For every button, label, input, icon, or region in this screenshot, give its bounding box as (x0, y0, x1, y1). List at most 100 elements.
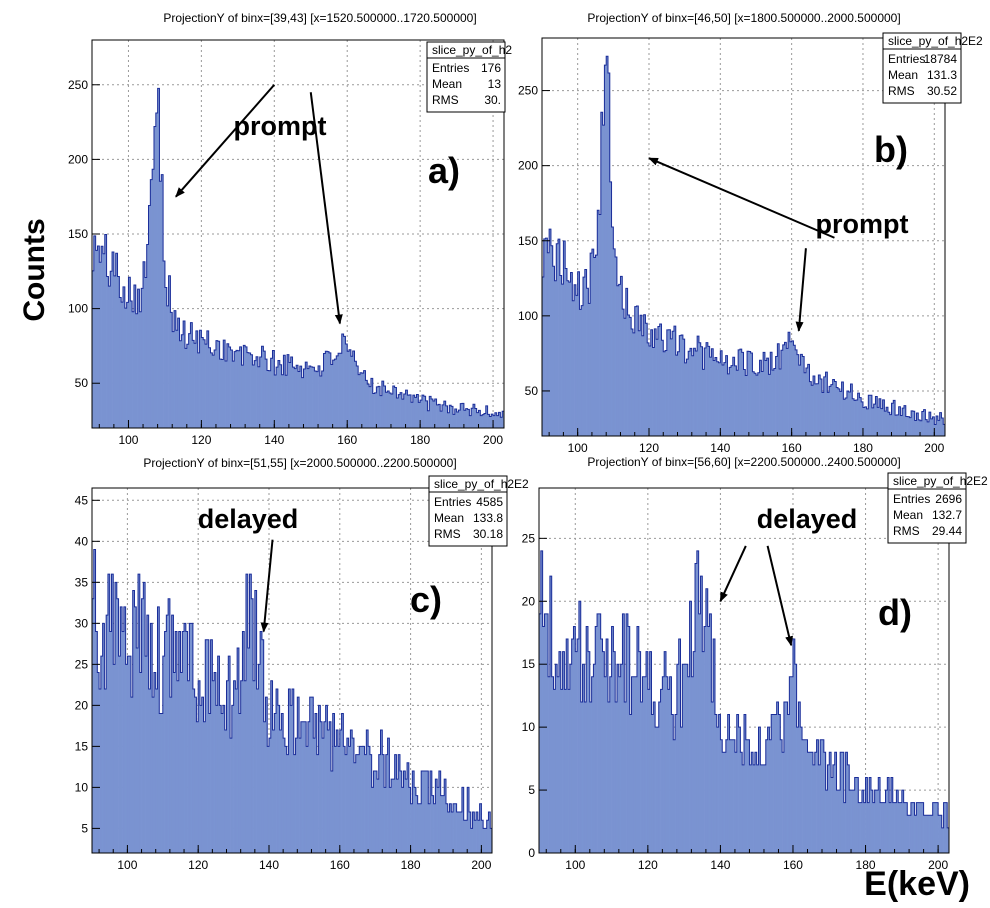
histogram-bin (617, 664, 620, 853)
histogram-bin (350, 729, 353, 853)
histogram-bin (736, 370, 739, 436)
histogram-bin (313, 738, 316, 853)
histogram-bin (627, 315, 630, 436)
histogram-bin (676, 664, 680, 853)
histogram-bin (919, 802, 923, 853)
histogram-bin (92, 270, 95, 428)
histogram-bin (398, 394, 401, 428)
histogram-bin (336, 355, 339, 428)
x-tick-label: 160 (330, 858, 350, 872)
y-tick-label: 100 (518, 309, 538, 323)
histogram-bin (109, 631, 112, 853)
histogram-bin (175, 330, 179, 428)
histogram-bin (709, 613, 712, 853)
histogram-bin (382, 754, 385, 853)
histogram-bin (389, 392, 392, 428)
histogram-bin (277, 705, 280, 853)
histogram-bin (221, 713, 224, 853)
histogram-bin (669, 676, 672, 853)
histogram-bin (834, 381, 837, 436)
histogram-bin (870, 790, 874, 853)
histogram-bin (631, 329, 634, 436)
histogram-bin (118, 656, 121, 853)
y-tick-label: 50 (75, 376, 89, 390)
histogram-bin (656, 727, 660, 853)
histogram-bin (334, 746, 337, 853)
histogram-bin (99, 262, 102, 428)
histogram-bin (181, 334, 184, 428)
histogram-bin (816, 383, 819, 436)
histogram-bin (456, 811, 459, 853)
histogram-bin (92, 598, 95, 853)
histogram-bin (657, 326, 661, 436)
histogram-bin (467, 787, 470, 853)
histogram-bin (725, 739, 729, 853)
histogram-bin (777, 343, 780, 436)
histogram-bin (549, 229, 552, 436)
histogram-bin (879, 398, 882, 436)
histogram-bin (568, 282, 571, 436)
histogram-bin (314, 371, 317, 428)
histogram-bin (217, 341, 220, 428)
histogram-bin (747, 739, 750, 853)
y-tick-label: 20 (75, 698, 89, 712)
histogram-bin (843, 399, 846, 436)
histogram-bin (145, 656, 148, 853)
histogram-bin (880, 802, 883, 853)
histogram-bin (93, 235, 96, 428)
histogram-bin (695, 563, 698, 853)
histogram-bin (370, 378, 374, 428)
histogram-bin (327, 351, 330, 428)
histogram-bin (171, 615, 174, 853)
histogram-bin (392, 386, 395, 428)
histogram-bin (428, 803, 431, 853)
histogram-bin (242, 631, 245, 853)
histogram-bin (716, 727, 719, 853)
histogram-bin (823, 376, 826, 436)
histogram-bin (148, 688, 151, 853)
histogram-bin (901, 790, 904, 853)
histogram-bin (112, 251, 115, 428)
histogram-bin (780, 350, 784, 436)
histogram-bin (157, 606, 160, 853)
histogram-bin (803, 739, 807, 853)
histogram-bin (912, 802, 915, 853)
histogram-bin (723, 362, 727, 436)
histogram-bin (597, 210, 600, 436)
histogram-bin (116, 598, 119, 853)
histogram-bin (256, 356, 259, 428)
histogram-bin (312, 367, 315, 428)
annotation-arrow (260, 539, 274, 633)
y-tick-label: 200 (68, 152, 88, 166)
histogram-bin (352, 738, 355, 853)
histogram-bin (176, 680, 180, 853)
x-tick-label: 180 (856, 858, 876, 872)
histogram-bin (643, 314, 646, 436)
stats-value: 133.8 (473, 511, 503, 525)
histogram-bin (93, 549, 96, 853)
histogram-bin (634, 306, 637, 436)
histogram-bin (738, 349, 741, 436)
histogram-bin (285, 375, 288, 428)
stats-name: slice_py_of_h2E2 (888, 34, 983, 48)
histogram-bin (886, 407, 889, 436)
histogram-bin (568, 689, 571, 853)
histogram-bin (589, 701, 592, 853)
histogram-bin (851, 790, 854, 853)
histogram-bin (261, 346, 264, 428)
histogram-bin (587, 651, 591, 853)
histogram-bin (805, 368, 809, 436)
histogram-bin (449, 405, 452, 428)
histogram-bin (943, 802, 946, 853)
stats-label: Mean (432, 77, 462, 91)
histogram-bin (416, 394, 419, 428)
y-tick-label: 100 (68, 302, 88, 316)
x-tick-label: 140 (710, 858, 730, 872)
histogram-bin (914, 420, 917, 436)
histogram-bin (136, 647, 139, 853)
histogram-bin (892, 802, 895, 853)
histogram-bin (480, 415, 483, 428)
histogram-bin (923, 409, 926, 436)
histogram-bin (197, 352, 200, 428)
histogram-bin (463, 410, 467, 428)
